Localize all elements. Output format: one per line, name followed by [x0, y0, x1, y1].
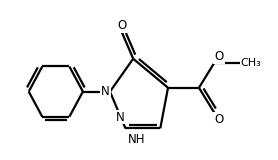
Text: N: N — [101, 85, 110, 98]
Text: O: O — [214, 50, 224, 63]
Text: O: O — [117, 19, 126, 32]
Text: CH₃: CH₃ — [240, 58, 261, 68]
Text: O: O — [214, 113, 224, 126]
Text: NH: NH — [127, 133, 145, 146]
Text: N: N — [116, 111, 125, 124]
